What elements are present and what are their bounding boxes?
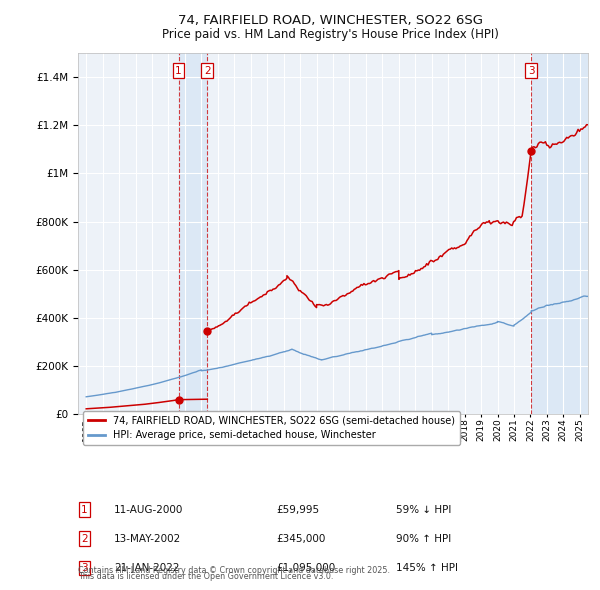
Bar [531, 53, 588, 414]
Text: 59% ↓ HPI: 59% ↓ HPI [396, 504, 451, 514]
Text: 3: 3 [81, 563, 88, 573]
Text: 1: 1 [81, 504, 88, 514]
Text: 3: 3 [528, 65, 535, 76]
Text: Price paid vs. HM Land Registry's House Price Index (HPI): Price paid vs. HM Land Registry's House … [161, 28, 499, 41]
Text: 74, FAIRFIELD ROAD, WINCHESTER, SO22 6SG: 74, FAIRFIELD ROAD, WINCHESTER, SO22 6SG [178, 14, 482, 27]
Text: 145% ↑ HPI: 145% ↑ HPI [396, 563, 458, 573]
Text: This data is licensed under the Open Government Licence v3.0.: This data is licensed under the Open Gov… [78, 572, 334, 581]
Text: £59,995: £59,995 [276, 504, 319, 514]
Legend: 74, FAIRFIELD ROAD, WINCHESTER, SO22 6SG (semi-detached house), HPI: Average pri: 74, FAIRFIELD ROAD, WINCHESTER, SO22 6SG… [83, 411, 460, 445]
Text: 2: 2 [204, 65, 211, 76]
Text: 90% ↑ HPI: 90% ↑ HPI [396, 534, 451, 544]
Point [526, 146, 536, 155]
Text: 21-JAN-2022: 21-JAN-2022 [114, 563, 179, 573]
Text: 11-AUG-2000: 11-AUG-2000 [114, 504, 184, 514]
Text: £345,000: £345,000 [276, 534, 325, 544]
Text: 1: 1 [175, 65, 182, 76]
Text: £1,095,000: £1,095,000 [276, 563, 335, 573]
Bar [179, 53, 208, 414]
Text: 13-MAY-2002: 13-MAY-2002 [114, 534, 181, 544]
Text: 2: 2 [81, 534, 88, 544]
Point [203, 326, 212, 336]
Text: Contains HM Land Registry data © Crown copyright and database right 2025.: Contains HM Land Registry data © Crown c… [78, 566, 390, 575]
Point [174, 395, 184, 404]
